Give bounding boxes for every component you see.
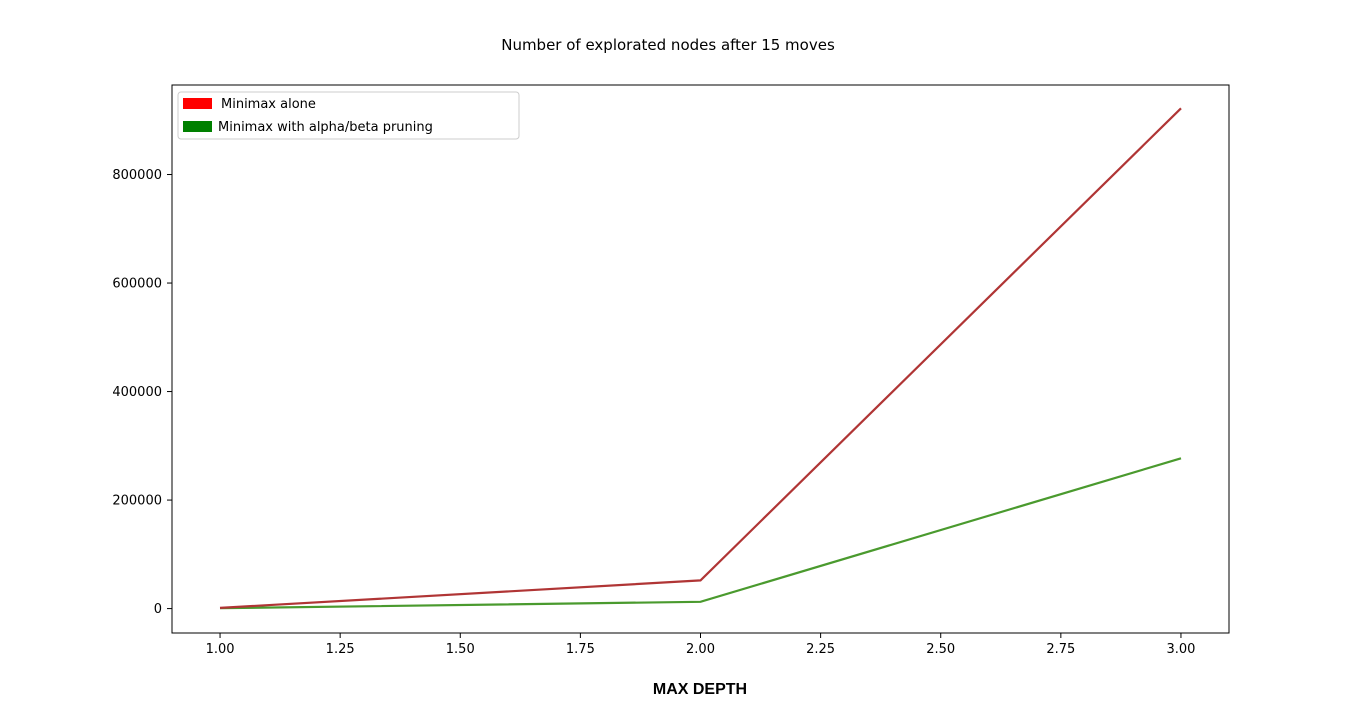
x-tick-label: 3.00: [1166, 642, 1195, 657]
x-tick-label: 1.75: [566, 642, 595, 657]
series-line-1: [219, 457, 1182, 610]
y-tick-label: 400000: [112, 385, 162, 400]
x-axis-ticks: 1.00 1.25 1.50 1.75 2.00 2.25 2.50 2.75 3.00: [206, 633, 1195, 657]
legend: Minimax alone Minimax with alpha/beta pru…: [177, 91, 520, 140]
legend-label: Minimax with alpha/beta pruning: [218, 120, 433, 135]
legend-label: Minimax alone: [221, 97, 316, 112]
y-tick-label: 600000: [112, 277, 162, 292]
x-tick-label: 1.50: [446, 642, 475, 657]
legend-swatch: [183, 98, 212, 109]
legend-swatch: [183, 121, 212, 132]
x-tick-label: 1.00: [206, 642, 235, 657]
x-tick-label: 2.00: [686, 642, 715, 657]
series-line-0: [219, 107, 1182, 609]
series-lines: [219, 107, 1182, 610]
x-tick-label: 2.75: [1046, 642, 1075, 657]
y-tick-label: 200000: [112, 494, 162, 509]
y-axis-ticks: 0 200000 400000 600000 800000: [112, 168, 172, 617]
x-tick-label: 2.50: [926, 642, 955, 657]
x-tick-label: 1.25: [326, 642, 355, 657]
x-axis-label: MAX DEPTH: [653, 681, 747, 698]
chart-title: Number of explorated nodes after 15 move…: [501, 36, 835, 54]
plot-area-frame: [171, 84, 1230, 634]
legend-box: [177, 91, 520, 140]
y-tick-label: 800000: [112, 168, 162, 183]
x-tick-label: 2.25: [806, 642, 835, 657]
y-tick-label: 0: [154, 602, 162, 617]
